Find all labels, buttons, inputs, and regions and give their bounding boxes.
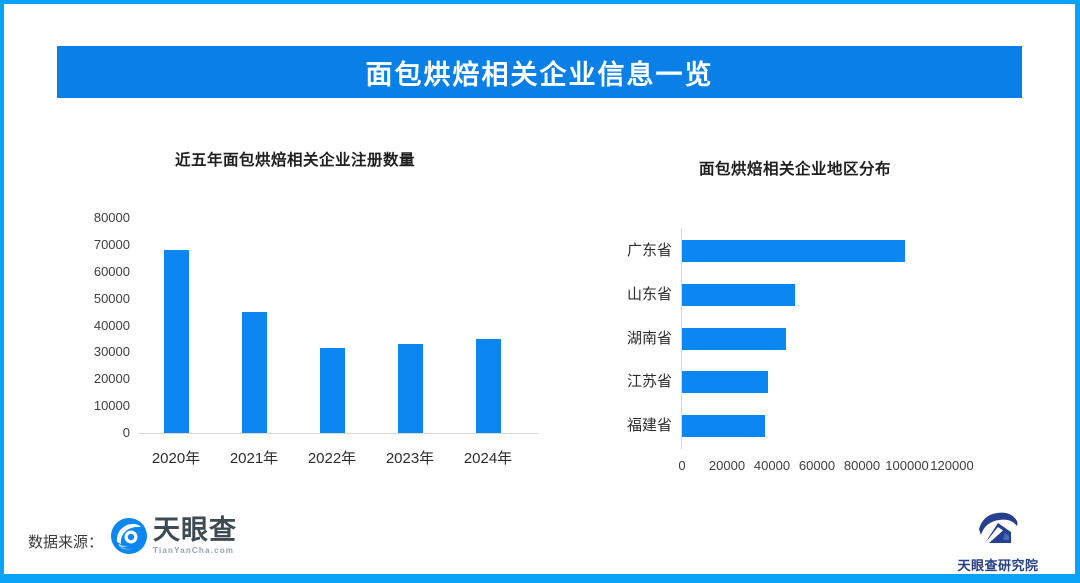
tianyancha-eye-icon [110, 517, 148, 555]
left-chart-plot: 2020年 2021年 2022年 2023年 2024年 [138, 218, 540, 467]
bar-2021年 [241, 312, 267, 433]
tianyancha-domain: TianYanCha.com [153, 546, 235, 555]
category-axis-label: 江苏省 [626, 373, 672, 391]
tianyancha-research-icon [975, 509, 1021, 549]
left-chart-x-axis-line [138, 433, 538, 434]
bar-山东省 [682, 283, 795, 306]
category-axis-label: 福建省 [626, 417, 672, 434]
tianyancha-logo: 天眼查 TianYanCha.com [110, 517, 237, 555]
category-axis-label: 山东省 [626, 285, 672, 303]
header-banner: 面包烘焙相关企业信息一览 [57, 46, 1022, 98]
bar-2024年 [475, 338, 501, 433]
right-chart-category-axis: 广东省山东省湖南省江苏省福建省 [592, 228, 672, 445]
right-chart-title: 面包烘焙相关企业地区分布 [698, 161, 891, 178]
y-axis-tick-label: 20000 [93, 371, 130, 387]
left-chart-y-axis: 0 10000 20000 30000 40000 50000 60000 70000 8000… [70, 210, 130, 440]
x-axis-tick-label: 20000 [708, 458, 746, 473]
x-axis-category-label: 2023年 [385, 450, 435, 467]
tianyancha-research-logo: 天眼查研究院 [948, 509, 1048, 574]
x-axis-tick-label: 80000 [843, 458, 881, 473]
bar-广东省 [682, 240, 905, 262]
x-axis-category-label: 2024年 [463, 450, 513, 467]
x-axis-category-label: 2020年 [151, 450, 201, 467]
bar-江苏省 [682, 371, 768, 394]
tianyancha-name: 天眼查 [153, 515, 237, 545]
tianyancha-wordmark: 天眼查 TianYanCha.com [153, 515, 237, 556]
bar-湖南省 [682, 327, 786, 350]
y-axis-tick-label: 50000 [93, 290, 130, 306]
y-axis-tick-label: 70000 [93, 236, 130, 252]
bar-2022年 [319, 348, 345, 433]
category-axis-label: 湖南省 [626, 329, 672, 347]
bar-2023年 [397, 344, 423, 433]
right-chart-y-axis-line [681, 228, 682, 449]
y-axis-tick-label: 40000 [93, 317, 130, 333]
x-axis-tick-label: 40000 [753, 458, 791, 473]
y-axis-tick-label: 60000 [93, 263, 130, 279]
x-axis-category-label: 2021年 [229, 450, 279, 467]
category-axis-label: 广东省 [626, 242, 672, 259]
right-chart-plot: 0 20000 40000 60000 80000 100000 120000 [678, 228, 974, 473]
x-axis-tick-label: 120000 [930, 458, 974, 473]
page-title: 面包烘焙相关企业信息一览 [365, 59, 714, 90]
bar-福建省 [682, 415, 766, 437]
tianyancha-research-name: 天眼查研究院 [957, 558, 1039, 573]
bar-2020年 [163, 250, 189, 433]
y-axis-tick-label: 10000 [93, 398, 130, 414]
data-source-label: 数据来源： [28, 534, 104, 551]
x-axis-category-label: 2022年 [307, 450, 357, 467]
y-axis-tick-label: 30000 [93, 344, 130, 360]
y-axis-tick-label: 80000 [93, 210, 130, 225]
x-axis-tick-label: 0 [678, 458, 686, 473]
x-axis-tick-label: 100000 [885, 458, 929, 473]
left-chart-title: 近五年面包烘焙相关企业注册数量 [174, 152, 415, 169]
x-axis-tick-label: 60000 [798, 458, 836, 473]
y-axis-tick-label: 0 [122, 425, 130, 440]
